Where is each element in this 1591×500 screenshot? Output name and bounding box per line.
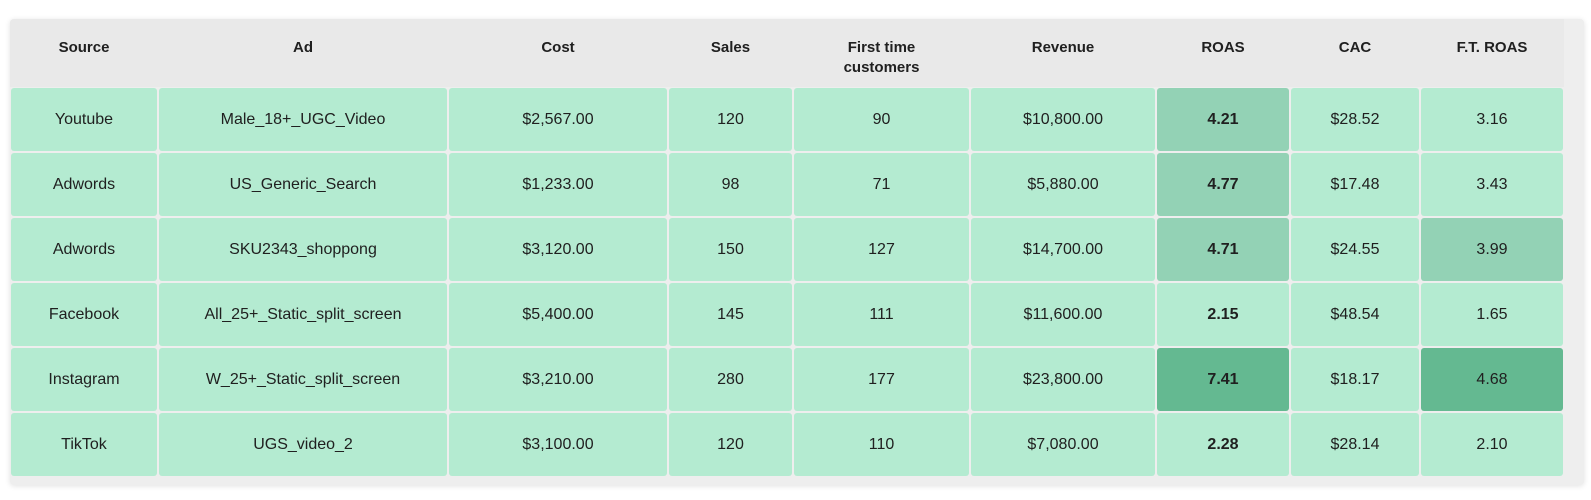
sales-cell: 120: [669, 413, 792, 476]
sales-cell: 145: [669, 283, 792, 346]
revenue-cell: $23,800.00: [971, 348, 1155, 411]
ad-cell: US_Generic_Search: [159, 153, 447, 216]
cost-cell: $2,567.00: [449, 88, 667, 151]
revenue-cell: $14,700.00: [971, 218, 1155, 281]
roas-cell: 2.15: [1157, 283, 1289, 346]
source-cell: Youtube: [11, 88, 157, 151]
cac-cell: $28.52: [1291, 88, 1419, 151]
roas-cell: 4.71: [1157, 218, 1289, 281]
first-time-customers-cell: 127: [794, 218, 969, 281]
ft-roas-cell: 3.16: [1421, 88, 1563, 151]
header-source: Source: [10, 19, 158, 87]
roas-cell: 4.21: [1157, 88, 1289, 151]
ad-cell: W_25+_Static_split_screen: [159, 348, 447, 411]
cost-cell: $3,100.00: [449, 413, 667, 476]
first-time-customers-cell: 90: [794, 88, 969, 151]
ad-cell: SKU2343_shoppong: [159, 218, 447, 281]
revenue-cell: $11,600.00: [971, 283, 1155, 346]
header-roas: ROAS: [1156, 19, 1290, 87]
source-cell: Instagram: [11, 348, 157, 411]
ft-roas-cell: 3.43: [1421, 153, 1563, 216]
ft-roas-cell: 4.68: [1421, 348, 1563, 411]
cac-cell: $18.17: [1291, 348, 1419, 411]
first-time-customers-cell: 71: [794, 153, 969, 216]
sales-cell: 280: [669, 348, 792, 411]
roas-cell: 7.41: [1157, 348, 1289, 411]
sales-cell: 120: [669, 88, 792, 151]
cac-cell: $28.14: [1291, 413, 1419, 476]
ft-roas-cell: 1.65: [1421, 283, 1563, 346]
cac-cell: $24.55: [1291, 218, 1419, 281]
ad-cell: All_25+_Static_split_screen: [159, 283, 447, 346]
roas-cell: 2.28: [1157, 413, 1289, 476]
first-time-customers-cell: 111: [794, 283, 969, 346]
sales-cell: 98: [669, 153, 792, 216]
header-first-time-customers: First time customers: [793, 19, 970, 87]
ad-cell: Male_18+_UGC_Video: [159, 88, 447, 151]
table-grid: Source Ad Cost Sales First time customers Rev…: [10, 19, 1584, 485]
source-cell: Facebook: [11, 283, 157, 346]
cost-cell: $5,400.00: [449, 283, 667, 346]
header-ad: Ad: [158, 19, 448, 87]
header-cac: CAC: [1290, 19, 1420, 87]
cost-cell: $3,210.00: [449, 348, 667, 411]
source-cell: TikTok: [11, 413, 157, 476]
ad-performance-table: Source Ad Cost Sales First time customers Rev…: [10, 19, 1584, 485]
source-cell: Adwords: [11, 153, 157, 216]
cac-cell: $48.54: [1291, 283, 1419, 346]
revenue-cell: $5,880.00: [971, 153, 1155, 216]
revenue-cell: $7,080.00: [971, 413, 1155, 476]
revenue-cell: $10,800.00: [971, 88, 1155, 151]
source-cell: Adwords: [11, 218, 157, 281]
ft-roas-cell: 3.99: [1421, 218, 1563, 281]
roas-cell: 4.77: [1157, 153, 1289, 216]
cost-cell: $3,120.00: [449, 218, 667, 281]
cost-cell: $1,233.00: [449, 153, 667, 216]
header-revenue: Revenue: [970, 19, 1156, 87]
ad-cell: UGS_video_2: [159, 413, 447, 476]
header-cost: Cost: [448, 19, 668, 87]
first-time-customers-cell: 110: [794, 413, 969, 476]
cac-cell: $17.48: [1291, 153, 1419, 216]
header-sales: Sales: [668, 19, 793, 87]
sales-cell: 150: [669, 218, 792, 281]
header-ft-roas: F.T. ROAS: [1420, 19, 1564, 87]
first-time-customers-cell: 177: [794, 348, 969, 411]
ft-roas-cell: 2.10: [1421, 413, 1563, 476]
